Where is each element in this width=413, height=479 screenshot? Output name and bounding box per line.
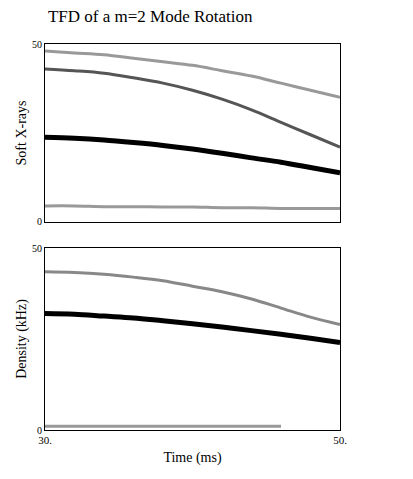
svg-text:30.: 30. xyxy=(38,434,52,446)
svg-text:Soft X-rays: Soft X-rays xyxy=(14,101,29,166)
svg-text:50: 50 xyxy=(32,39,42,50)
svg-text:50: 50 xyxy=(32,243,42,254)
svg-text:Density (kHz): Density (kHz) xyxy=(14,299,30,379)
svg-text:0: 0 xyxy=(37,425,42,436)
svg-text:50.: 50. xyxy=(333,434,347,446)
svg-text:0: 0 xyxy=(37,216,42,227)
svg-text:Time (ms): Time (ms) xyxy=(163,450,222,466)
svg-text:TFD of a m=2 Mode Rotation: TFD of a m=2 Mode Rotation xyxy=(48,7,253,26)
